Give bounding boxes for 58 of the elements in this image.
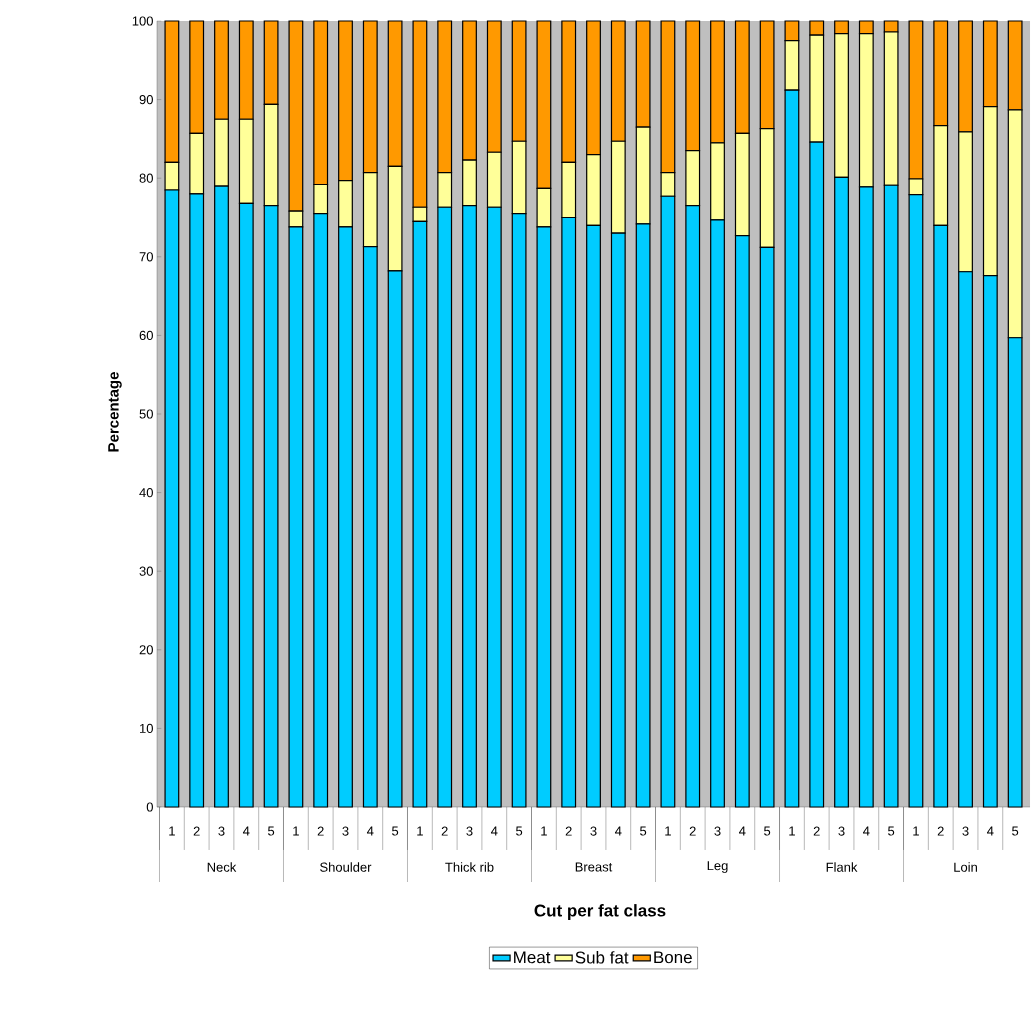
x-tick-label: 4 (614, 826, 622, 836)
x-tick-label: 4 (366, 826, 374, 836)
x-tick-label: 1 (417, 826, 423, 836)
x-tick-label: 1 (913, 826, 919, 836)
legend-label: Sub fat (575, 951, 629, 964)
y-tick-label: 80 (139, 173, 153, 183)
x-tick-label: 4 (242, 826, 250, 836)
x-tick-label: 5 (392, 826, 399, 836)
x-tick-label: 3 (590, 826, 597, 836)
x-tick-label: 4 (863, 826, 870, 836)
x-tick-label: 5 (764, 826, 771, 836)
x-tick-label: 2 (937, 826, 944, 836)
x-tick-label: 2 (689, 826, 696, 836)
x-tick-label: 3 (342, 826, 349, 836)
x-tick-label: 5 (267, 826, 275, 836)
x-tick-label: 5 (516, 826, 523, 836)
x-tick-label: 1 (665, 826, 671, 836)
x-tick-label: 2 (317, 826, 324, 836)
text: Leg (707, 861, 728, 873)
x-tick-label: 3 (714, 826, 721, 836)
x-tick-label: 4 (490, 826, 498, 836)
y-tick-label: 70 (139, 252, 153, 262)
text: Flank (826, 862, 858, 872)
x-tick-label: 2 (193, 826, 200, 836)
y-tick-label: 60 (139, 330, 153, 340)
x-tick-label: 4 (987, 826, 994, 836)
y-tick-label: 0 (146, 802, 153, 812)
x-tick-label: 5 (640, 826, 647, 836)
y-axis-title: Percentage (108, 372, 122, 452)
y-tick-label: 90 (139, 94, 153, 105)
x-axis-title: Cut per fat class (534, 904, 666, 920)
text: Neck (207, 862, 237, 872)
text: Shoulder (320, 862, 372, 872)
x-tick-label: 2 (441, 826, 448, 836)
x-tick-label: 5 (1012, 826, 1019, 836)
y-tick-label: 50 (139, 409, 153, 419)
x-tick-label: 3 (466, 826, 473, 836)
x-tick-label: 1 (789, 826, 795, 836)
x-tick-label: 2 (813, 826, 820, 836)
x-tick-label: 3 (838, 826, 845, 836)
text: Thick rib (445, 862, 494, 872)
x-tick-label: 4 (739, 826, 746, 836)
text: Breast (575, 862, 613, 872)
x-tick-label: 1 (169, 826, 175, 836)
x-tick-label: 3 (218, 826, 225, 836)
x-tick-label: 3 (962, 826, 969, 836)
y-tick-label: 20 (139, 645, 153, 655)
x-tick-label: 1 (293, 826, 299, 836)
y-tick-label: 30 (139, 566, 153, 576)
legend-label: Bone (654, 951, 692, 964)
x-tick-label: 1 (541, 826, 547, 836)
y-tick-label: 10 (140, 723, 153, 733)
text: Loin (954, 862, 977, 872)
y-tick-label: 40 (139, 487, 153, 498)
legend-label: Meat (514, 951, 551, 964)
x-tick-label: 2 (565, 826, 572, 836)
x-tick-label: 5 (888, 826, 895, 836)
y-tick-label: 100 (132, 16, 153, 26)
